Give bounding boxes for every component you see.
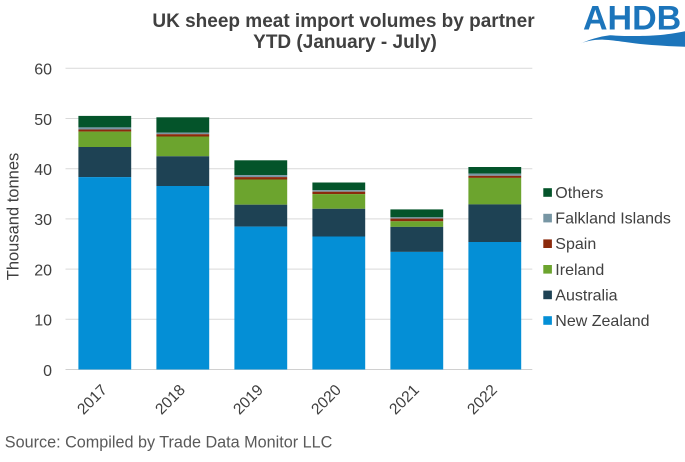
svg-text:UK sheep meat import volumes b: UK sheep meat import volumes by partner [152,11,535,32]
svg-text:10: 10 [34,313,52,330]
svg-text:Thousand tonnes: Thousand tonnes [4,153,22,281]
svg-text:Source: Compiled by Trade Data: Source: Compiled by Trade Data Monitor L… [5,434,333,452]
svg-text:0: 0 [43,363,52,380]
svg-text:40: 40 [34,162,52,179]
svg-text:Australia: Australia [555,287,617,304]
svg-text:AHDB: AHDB [583,0,681,37]
svg-text:YTD (January - July): YTD (January - July) [253,32,437,53]
svg-text:Ireland: Ireland [555,262,604,279]
svg-text:50: 50 [34,112,52,129]
svg-text:New Zealand: New Zealand [555,313,649,330]
svg-text:Others: Others [555,185,603,202]
svg-text:60: 60 [34,62,52,79]
svg-text:30: 30 [34,212,52,229]
svg-text:20: 20 [34,262,52,279]
svg-text:Falkland Islands: Falkland Islands [555,211,671,228]
svg-text:Spain: Spain [555,236,596,253]
